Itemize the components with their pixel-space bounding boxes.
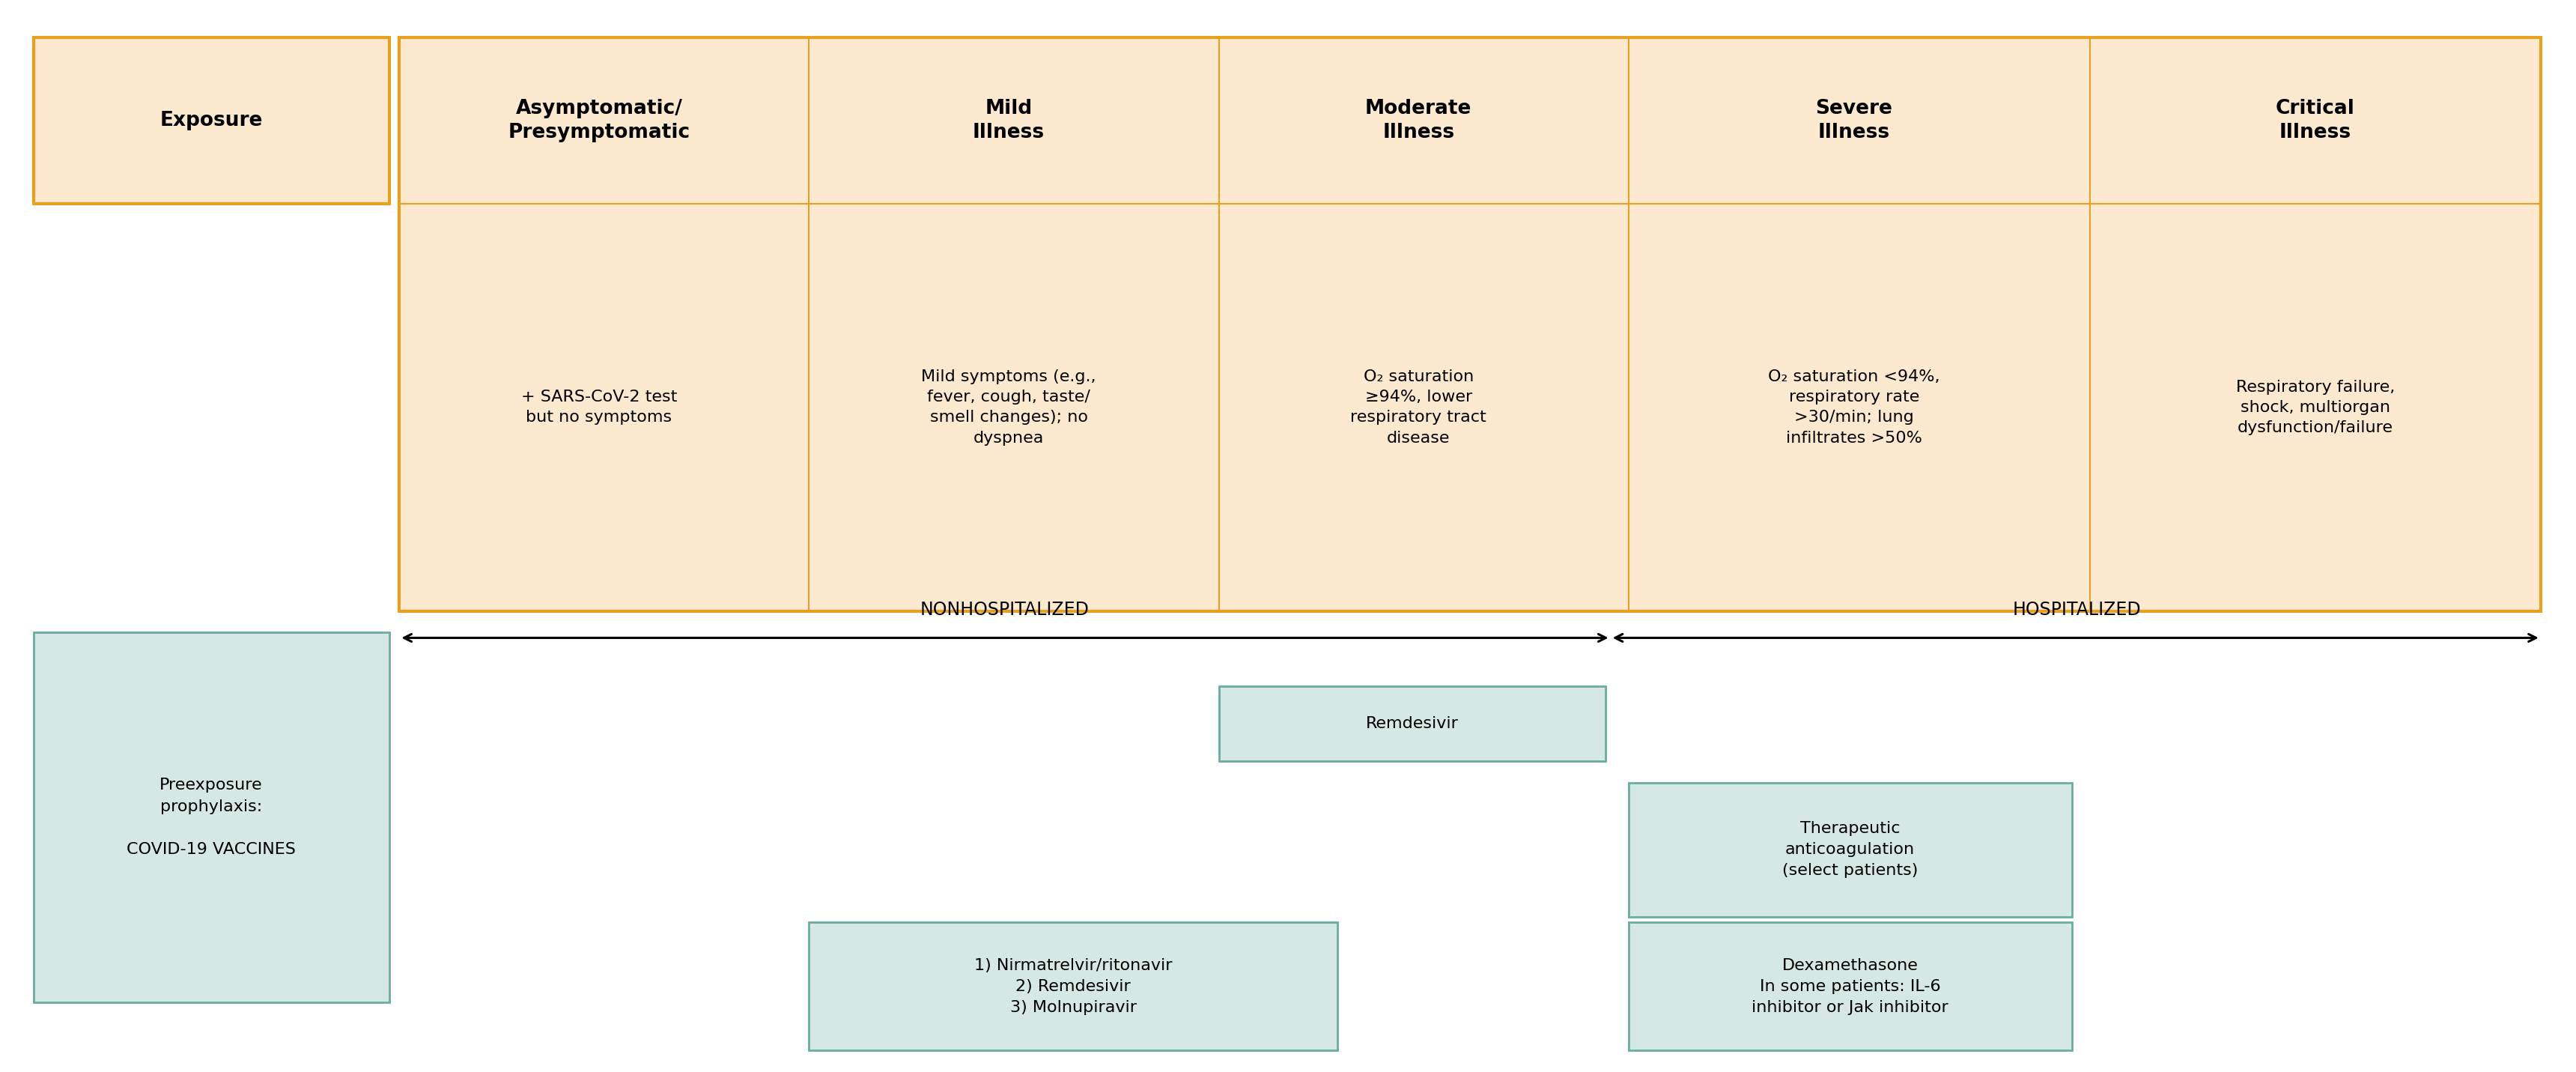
Text: Preexposure
prophylaxis:

COVID-19 VACCINES: Preexposure prophylaxis: COVID-19 VACCIN… xyxy=(126,777,296,858)
Text: Severe
Illness: Severe Illness xyxy=(1816,99,1891,143)
Text: Moderate
Illness: Moderate Illness xyxy=(1365,99,1471,143)
Bar xyxy=(1628,922,2071,1051)
Bar xyxy=(1218,686,1605,761)
Bar xyxy=(399,38,2540,611)
Bar xyxy=(809,922,1337,1051)
Text: Mild
Illness: Mild Illness xyxy=(974,99,1043,143)
Text: Therapeutic
anticoagulation
(select patients): Therapeutic anticoagulation (select pati… xyxy=(1783,821,1917,878)
Text: O₂ saturation
≥94%, lower
respiratory tract
disease: O₂ saturation ≥94%, lower respiratory tr… xyxy=(1350,370,1486,445)
Text: Mild symptoms (e.g.,
fever, cough, taste/
smell changes); no
dyspnea: Mild symptoms (e.g., fever, cough, taste… xyxy=(922,370,1095,445)
Text: Respiratory failure,
shock, multiorgan
dysfunction/failure: Respiratory failure, shock, multiorgan d… xyxy=(2236,379,2393,435)
Bar xyxy=(1628,783,2071,917)
Text: Critical
Illness: Critical Illness xyxy=(2275,99,2354,143)
Text: Remdesivir: Remdesivir xyxy=(1365,716,1458,731)
Bar xyxy=(33,38,389,204)
Bar xyxy=(33,632,389,1002)
Text: Dexamethasone
In some patients: IL-6
inhibitor or Jak inhibitor: Dexamethasone In some patients: IL-6 inh… xyxy=(1752,957,1947,1015)
Text: NONHOSPITALIZED: NONHOSPITALIZED xyxy=(920,600,1090,619)
Text: HOSPITALIZED: HOSPITALIZED xyxy=(2012,600,2141,619)
Text: + SARS-CoV-2 test
but no symptoms: + SARS-CoV-2 test but no symptoms xyxy=(520,390,677,425)
Text: 1) Nirmatrelvir/ritonavir
2) Remdesivir
3) Molnupiravir: 1) Nirmatrelvir/ritonavir 2) Remdesivir … xyxy=(974,957,1172,1015)
Text: Exposure: Exposure xyxy=(160,110,263,131)
Text: Asymptomatic/
Presymptomatic: Asymptomatic/ Presymptomatic xyxy=(507,99,690,143)
Text: O₂ saturation <94%,
respiratory rate
>30/min; lung
infiltrates >50%: O₂ saturation <94%, respiratory rate >30… xyxy=(1767,370,1940,445)
